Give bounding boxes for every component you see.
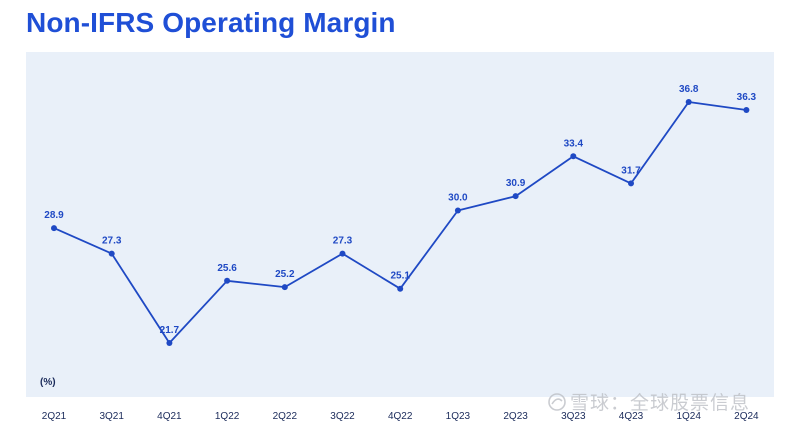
data-label-2Q22: 25.2 — [275, 269, 295, 280]
x-tick-label-2Q24: 2Q24 — [734, 411, 759, 422]
data-label-2Q21: 28.9 — [44, 210, 64, 221]
x-tick-label-1Q23: 1Q23 — [446, 411, 471, 422]
data-point-3Q21 — [108, 250, 115, 257]
data-label-2Q24: 36.3 — [737, 92, 757, 103]
data-label-1Q22: 25.6 — [217, 263, 237, 274]
data-label-1Q24: 36.8 — [679, 84, 699, 95]
data-point-2Q24 — [743, 106, 750, 113]
data-point-4Q21 — [166, 340, 173, 346]
data-point-4Q23 — [628, 180, 634, 187]
y-unit-label: (%) — [40, 377, 56, 388]
data-label-3Q22: 27.3 — [333, 236, 353, 247]
x-tick-label-3Q22: 3Q22 — [330, 411, 355, 422]
x-tick-label-2Q22: 2Q22 — [273, 411, 298, 422]
x-tick-label-2Q23: 2Q23 — [503, 411, 528, 422]
data-label-3Q21: 27.3 — [102, 236, 122, 247]
data-label-3Q23: 33.4 — [564, 138, 584, 149]
data-point-3Q22 — [339, 250, 346, 257]
x-tick-label-3Q23: 3Q23 — [561, 411, 586, 422]
x-tick-label-3Q21: 3Q21 — [99, 411, 124, 422]
data-label-2Q23: 30.9 — [506, 178, 526, 189]
data-label-4Q23: 31.7 — [621, 165, 641, 176]
data-point-2Q22 — [281, 284, 288, 291]
data-label-1Q23: 30.0 — [448, 193, 468, 204]
data-point-1Q23 — [454, 207, 461, 214]
data-point-2Q21 — [51, 225, 57, 232]
x-tick-label-4Q23: 4Q23 — [619, 411, 644, 422]
data-label-4Q22: 25.1 — [390, 271, 410, 282]
x-tick-label-1Q22: 1Q22 — [215, 411, 240, 422]
data-point-2Q23 — [512, 193, 519, 200]
data-point-1Q22 — [224, 277, 231, 284]
data-point-3Q23 — [570, 153, 577, 160]
data-label-4Q21: 21.7 — [160, 325, 180, 336]
x-tick-label-layer: 2Q21 3Q21 4Q21 1Q22 2Q22 3Q22 4Q22 1Q23 2Q23 3Q23… — [42, 411, 759, 422]
x-tick-label-4Q21: 4Q21 — [157, 411, 182, 422]
x-tick-label-2Q21: 2Q21 — [42, 411, 67, 422]
watermark-text: 雪球：全球股票信息 — [570, 392, 751, 414]
x-tick-label-1Q24: 1Q24 — [676, 411, 701, 422]
series-line — [53, 101, 747, 344]
data-point-1Q24 — [685, 99, 692, 105]
page-title: Non-IFRS Operating Margin — [26, 7, 396, 38]
data-point-4Q22 — [397, 285, 404, 292]
watermark: 雪球：全球股票信息 — [548, 388, 750, 415]
data-label-layer: 28.9 27.3 21.7 25.6 25.2 27.3 25.1 30.0 30.9 33.4… — [44, 84, 756, 336]
data-point-layer — [51, 99, 750, 346]
x-tick-label-4Q22: 4Q22 — [388, 411, 413, 422]
chart-panel — [26, 52, 774, 397]
series-line-layer — [53, 101, 747, 344]
snowball-logo-icon — [548, 393, 566, 411]
